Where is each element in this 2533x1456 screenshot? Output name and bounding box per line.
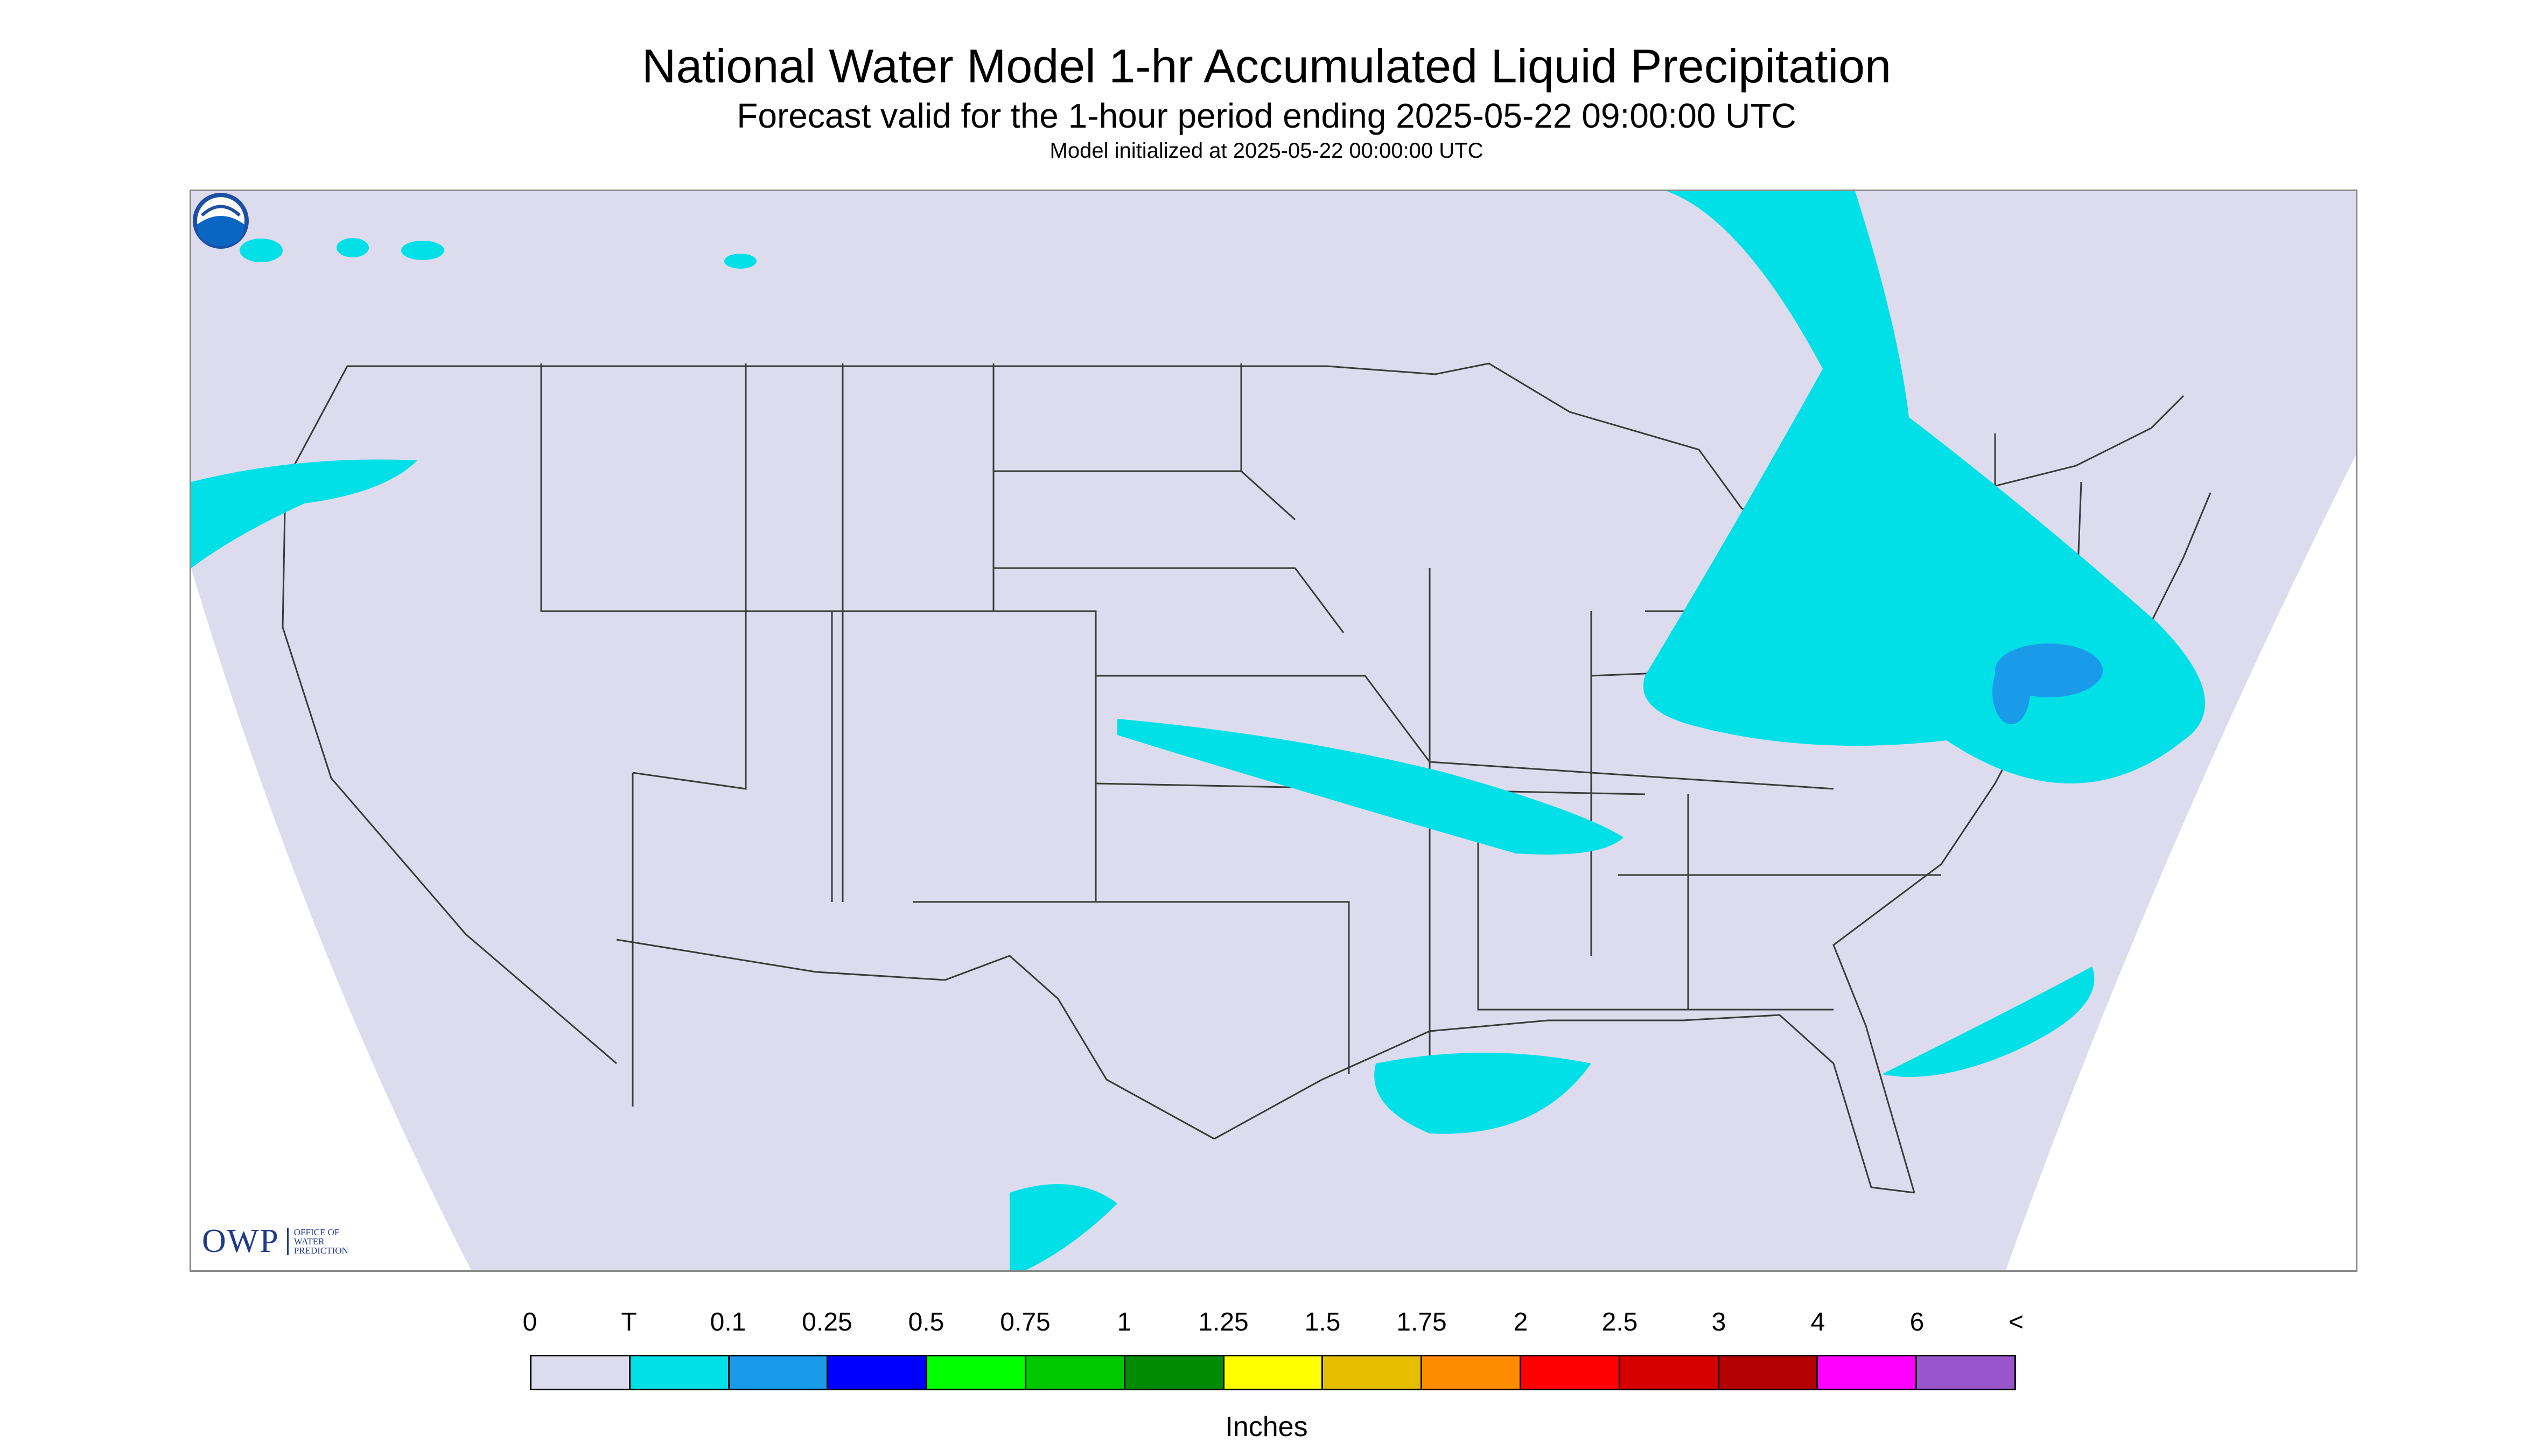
precip-cell (401, 241, 444, 260)
precip-cell-01 (1992, 660, 2030, 724)
owp-logo-mark: OWP (202, 1223, 279, 1259)
legend-swatch (1125, 1356, 1224, 1389)
model-init-note: Model initialized at 2025-05-22 00:00:00… (1049, 139, 1484, 163)
legend-swatch (828, 1356, 928, 1389)
owp-logo-text: OFFICE OF WATER PREDICTION (286, 1227, 348, 1256)
legend-label: 1 (1117, 1308, 1132, 1336)
legend-swatch (1224, 1356, 1324, 1389)
owp-logo-line: WATER (293, 1236, 325, 1247)
legend-label: 1.5 (1304, 1308, 1341, 1336)
map-canvas (191, 191, 2356, 1270)
precip-cell (724, 254, 757, 269)
precip-atlantic (1882, 967, 2095, 1077)
legend-label: 0.25 (802, 1308, 852, 1336)
legend-label: 1.25 (1198, 1308, 1249, 1336)
noaa-seal-icon (193, 193, 249, 249)
owp-logo: OWP OFFICE OF WATER PREDICTION (202, 1222, 348, 1261)
legend-label: 0.5 (908, 1308, 944, 1336)
precip-pnw (191, 459, 417, 568)
legend-swatch (927, 1356, 1026, 1389)
legend-swatch (531, 1356, 631, 1389)
legend-label: 0 (522, 1308, 537, 1336)
precip-northeast (1643, 191, 2205, 783)
legend-swatch (1323, 1356, 1423, 1389)
precip-plains (1117, 719, 1624, 855)
legend-units: Inches (1225, 1411, 1308, 1443)
precip-mexico (1010, 1184, 1117, 1270)
legend-label: < (2008, 1308, 2024, 1336)
color-legend (530, 1355, 2016, 1390)
map-subtitle: Forecast valid for the 1-hour period end… (737, 96, 1796, 135)
legend-swatch (1026, 1356, 1125, 1389)
legend-swatch (1422, 1356, 1521, 1389)
legend-label: 0.1 (710, 1308, 746, 1336)
legend-swatch (1818, 1356, 1918, 1389)
legend-label: 0.75 (1000, 1308, 1051, 1336)
precipitation-areas (191, 191, 2205, 1270)
legend-label: T (621, 1308, 637, 1336)
owp-logo-line: OFFICE OF (293, 1227, 340, 1237)
precip-cell (337, 238, 369, 257)
legend-swatch (1719, 1356, 1818, 1389)
precip-gulf (1374, 1053, 1591, 1134)
legend-swatch (729, 1356, 829, 1389)
legend-label: 4 (1810, 1308, 1825, 1336)
legend-label: 3 (1711, 1308, 1726, 1336)
precipitation-map[interactable]: OWP OFFICE OF WATER PREDICTION (190, 190, 2357, 1272)
legend-label: 2.5 (1601, 1308, 1638, 1336)
legend-swatch (1917, 1356, 2014, 1389)
legend-swatch (1620, 1356, 1719, 1389)
legend-label: 2 (1513, 1308, 1528, 1336)
map-title: National Water Model 1-hr Accumulated Li… (641, 39, 1892, 93)
precip-cell (240, 239, 283, 262)
legend-label: 6 (1909, 1308, 1925, 1336)
owp-logo-line: PREDICTION (293, 1245, 348, 1256)
legend-swatch (630, 1356, 730, 1389)
legend-labels: 0 T 0.1 0.25 0.5 0.75 1 1.25 1.5 1.75 2 2.5 3 4 6 < (0, 1307, 2533, 1340)
legend-swatch (1521, 1356, 1620, 1389)
legend-label: 1.75 (1396, 1308, 1447, 1336)
